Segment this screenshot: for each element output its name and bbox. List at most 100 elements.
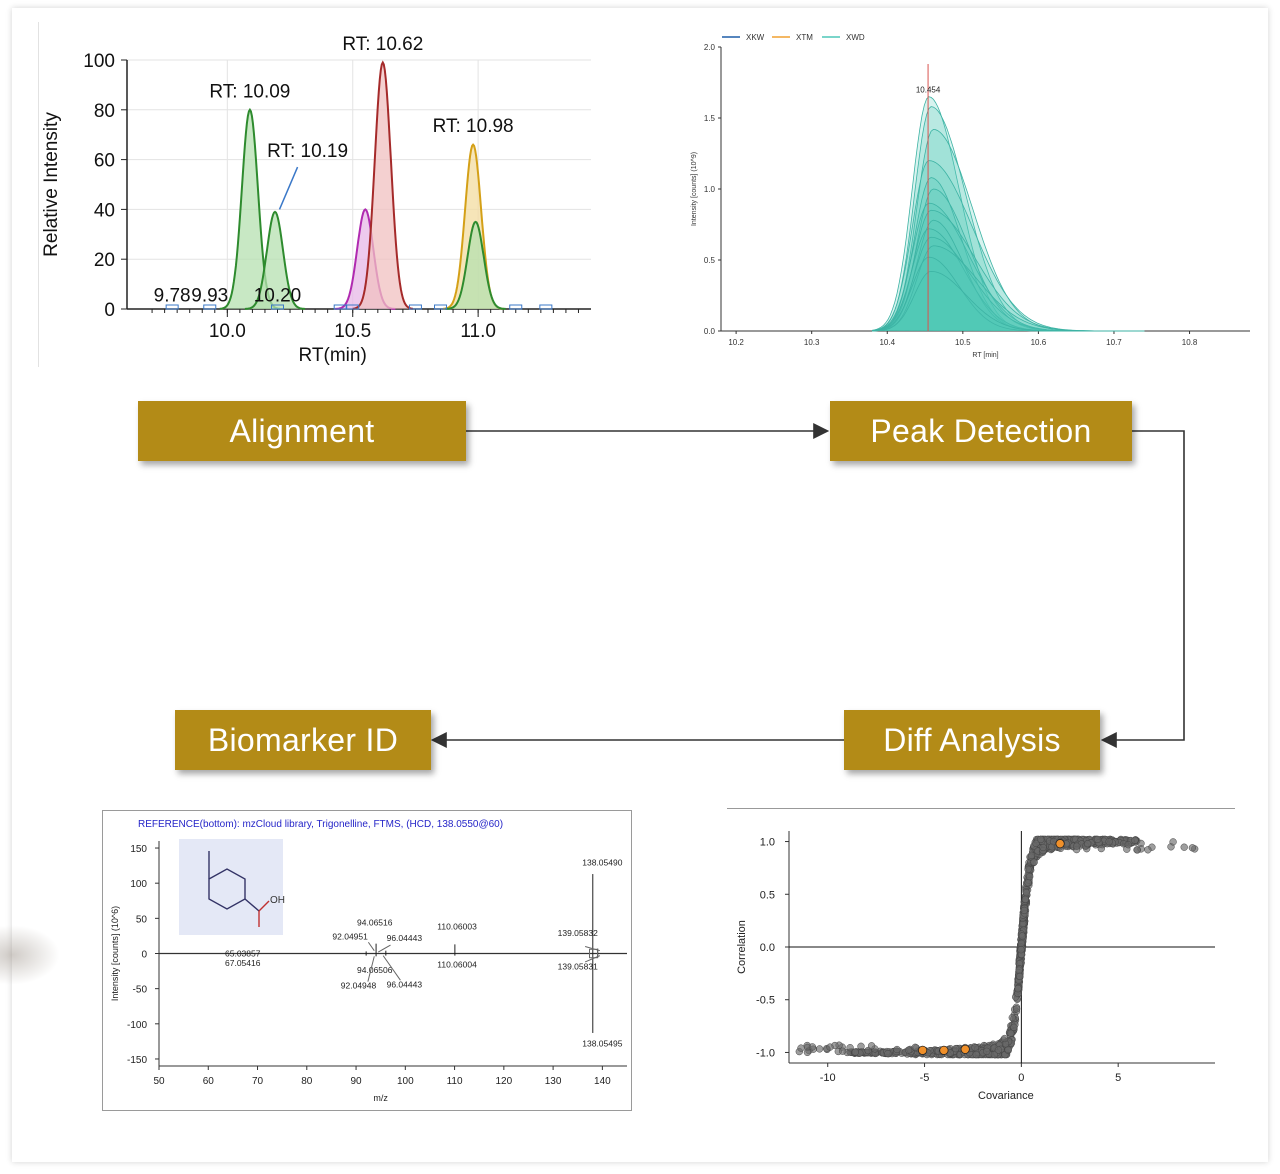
scatter-point [1012, 1005, 1021, 1013]
scatter-point [972, 1050, 980, 1059]
hydroxyl-bond [258, 900, 270, 912]
label-leader [367, 941, 375, 951]
y-axis-label: Relative Intensity [41, 112, 62, 257]
peak-label: 94.06516 [357, 917, 393, 927]
rt-marker-label: 10.454 [916, 85, 941, 94]
peak-fill [335, 209, 396, 309]
x-tick-label: 120 [495, 1076, 512, 1087]
scatter-point [911, 1043, 919, 1051]
peak-annotation: RT: 10.19 [267, 141, 348, 162]
scatter-point [1017, 946, 1025, 954]
x-tick-label: 10.7 [1106, 338, 1122, 347]
trace-fill [872, 220, 1145, 331]
scatter-point [846, 1044, 854, 1052]
x-tick-label: -10 [820, 1072, 836, 1084]
x-tick-label: 10.6 [1031, 338, 1047, 347]
baseline-marker [165, 304, 179, 310]
y-tick-label: 1.5 [704, 114, 716, 123]
x-tick-label: 10.0 [209, 321, 246, 342]
y-axis-label: Correlation [736, 920, 748, 974]
scatter-point [884, 1050, 892, 1058]
highlight-point [939, 1045, 949, 1055]
x-axis-label: RT [min] [972, 352, 998, 359]
scatter-point [1024, 865, 1032, 873]
peak-label: 65.03857 [225, 948, 261, 958]
peak-fill [244, 211, 306, 309]
baseline-marker [346, 304, 360, 310]
highlight-point [1055, 839, 1065, 849]
x-tick-label: 60 [203, 1076, 215, 1087]
scatter-point [826, 1043, 834, 1051]
scatter-point [857, 1042, 865, 1050]
y-tick-label: 0.5 [760, 889, 775, 901]
x-tick-label: -5 [920, 1072, 930, 1084]
x-tick-label: 110 [447, 1076, 463, 1087]
trace-fill [872, 210, 1145, 331]
y-tick-label: 80 [94, 101, 115, 122]
peak-annotation: 10.20 [254, 286, 302, 307]
scatter-point [1014, 984, 1022, 993]
label-leader [367, 956, 375, 982]
trace-fill [872, 160, 1145, 331]
scatter-point [1105, 838, 1113, 846]
isotope-box [589, 948, 599, 959]
x-axis-label: Covariance [978, 1090, 1034, 1102]
baseline-marker [203, 304, 217, 310]
y-tick-label: 40 [94, 200, 115, 221]
trace-fill [872, 203, 1145, 331]
scatter-point [1007, 1029, 1015, 1037]
x-tick-label: 11.0 [460, 321, 496, 342]
y-tick-label: 0.5 [704, 256, 716, 265]
peak-label: 139.05832 [558, 928, 598, 938]
scatter-point [904, 1046, 913, 1054]
peak-label: 96.04443 [387, 933, 423, 943]
trace-fill [872, 257, 1145, 331]
peak-annotation: RT: 10.98 [433, 116, 514, 137]
structure-label: OH [270, 895, 285, 906]
scatter-point [1037, 835, 1045, 844]
y-tick-label: 100 [130, 879, 147, 890]
scatter-point [851, 1048, 860, 1056]
trace-fill [872, 245, 1145, 331]
scatter-point [1039, 843, 1047, 852]
scatter-point [1093, 835, 1102, 844]
scatter-point [1124, 841, 1132, 849]
trace-fill [872, 228, 1145, 331]
y-tick-label: 60 [94, 151, 115, 172]
legend-label: XKW [746, 33, 765, 42]
y-axis-label: Intensity [counts] (10^9) [691, 152, 698, 226]
scatter-point [803, 1048, 812, 1057]
label-leader [382, 955, 401, 981]
baseline-marker [509, 304, 523, 310]
scatter-point [1032, 839, 1040, 848]
y-tick-label: -150 [127, 1055, 147, 1066]
baseline-marker [270, 304, 284, 310]
scatter-point [1073, 842, 1081, 850]
scatter-point [1188, 844, 1197, 852]
splot-chart-panel: 1.0 0.5 0.0 -0.5 -1.0 -10 -5 0 5 Covariance Correl… [727, 808, 1235, 1109]
x-tick-label: 10.5 [334, 321, 371, 342]
scatter-point [1133, 846, 1141, 854]
structure-background [179, 839, 283, 935]
scatter-point [952, 1044, 960, 1053]
peak-label: 67.05416 [225, 958, 261, 968]
scatter-point [994, 1046, 1003, 1054]
peak-fill [445, 221, 506, 309]
y-tick-label: 20 [94, 250, 115, 271]
peak-annotation: RT: 10.62 [342, 34, 423, 55]
x-tick-label: 80 [301, 1076, 313, 1087]
peak-label: 110.06003 [437, 922, 477, 932]
peak-label: 94.06506 [357, 965, 393, 975]
step-peak-detection: Peak Detection [830, 401, 1132, 461]
scatter-point [1020, 906, 1028, 915]
x-tick-label: 10.4 [879, 338, 895, 347]
scatter-point [867, 1042, 876, 1050]
scatter-point [1084, 839, 1092, 848]
y-tick-label: -1.0 [756, 1047, 775, 1059]
highlight-point [918, 1045, 928, 1055]
peak-detection-chart-panel: 0.0 0.5 1.0 1.5 2.0 10.2 10.3 10.4 10.5 10.6 10.7 1… [688, 25, 1256, 365]
peak-fill [219, 109, 280, 309]
scatter-point [1027, 851, 1036, 860]
highlight-point [960, 1044, 970, 1054]
x-tick-label: 130 [545, 1076, 562, 1087]
